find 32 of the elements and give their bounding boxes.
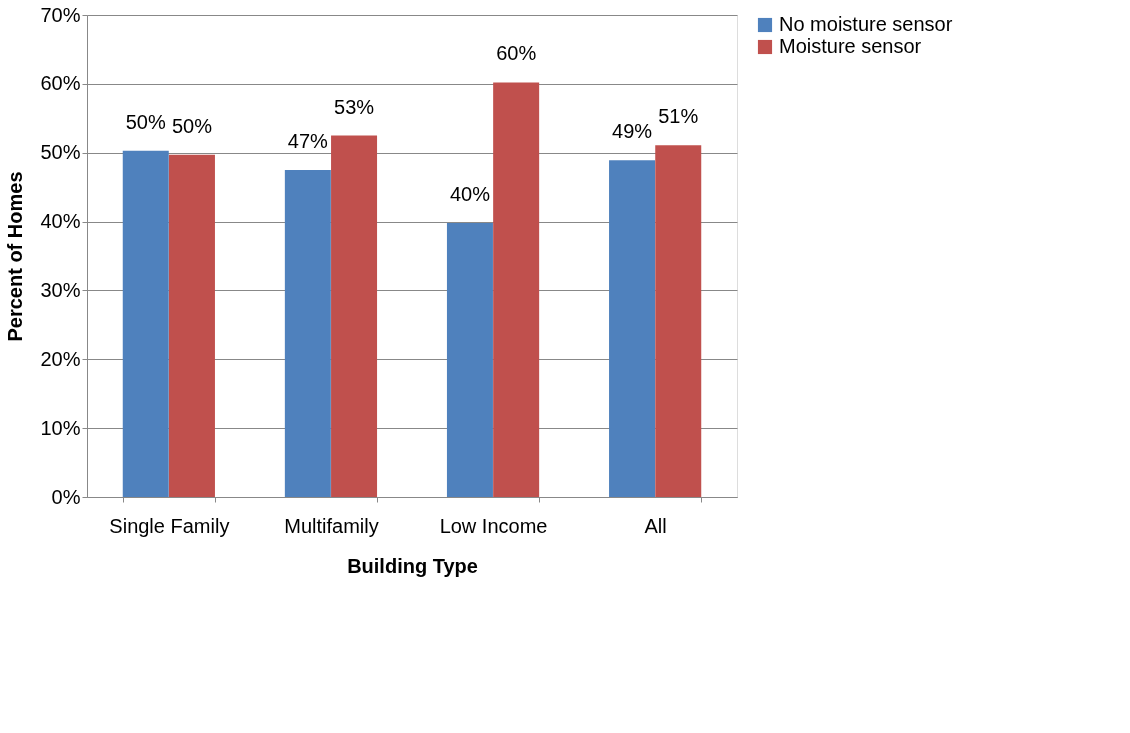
y-tick-label: 40% [40, 210, 81, 233]
legend-label: Moisture sensor [779, 35, 922, 57]
legend-label: No moisture sensor [779, 13, 953, 35]
x-tick-label: Single Family [109, 514, 230, 537]
data-label: 50% [171, 114, 213, 137]
data-label: 40% [449, 182, 491, 205]
bar [493, 82, 540, 497]
bar [446, 222, 493, 497]
y-tick-label: 0% [51, 485, 81, 508]
bar [284, 169, 331, 497]
y-tick-label: 60% [40, 72, 81, 95]
data-label: 51% [658, 105, 699, 128]
y-tick-label: 50% [40, 141, 81, 164]
y-tick-label: 20% [40, 347, 81, 370]
data-label: 47% [287, 129, 329, 152]
x-axis-title: Building Type [347, 554, 478, 577]
x-tick-label: Low Income [439, 514, 548, 537]
bar [122, 150, 169, 497]
bar [331, 135, 378, 497]
bar [655, 145, 702, 497]
y-tick-label: 10% [40, 416, 81, 439]
data-label: 53% [334, 95, 375, 118]
data-label: 60% [496, 42, 537, 65]
y-axis-title: Percent of Homes [4, 171, 27, 342]
bar [609, 160, 656, 497]
x-tick-label: Multifamily [284, 514, 379, 537]
data-label: 49% [612, 120, 653, 143]
y-tick-label: 70% [40, 3, 81, 26]
x-tick-label: All [644, 514, 667, 537]
bar [168, 154, 215, 497]
y-tick-label: 30% [40, 278, 81, 301]
data-label: 50% [125, 110, 166, 133]
